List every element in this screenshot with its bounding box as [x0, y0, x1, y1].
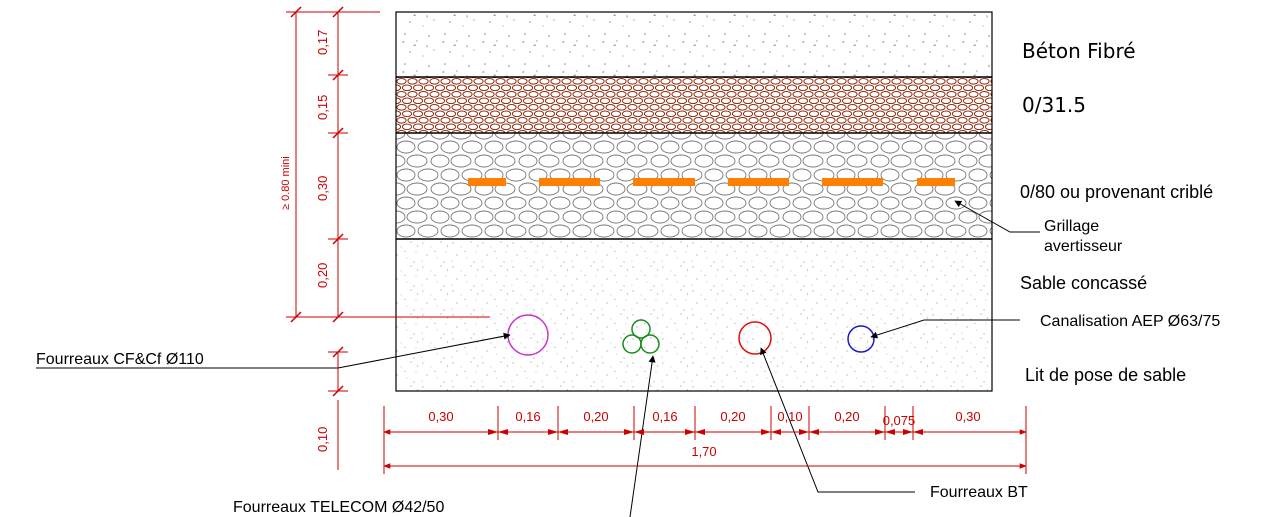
- layer-beton-fibre: [396, 12, 992, 77]
- leader-aep: [870, 319, 1020, 339]
- label-pipe-cf: Fourreaux CF&Cf Ø110: [36, 351, 204, 368]
- dim-seg-7: 0,20: [834, 409, 859, 424]
- dim-0-20: 0,20: [315, 263, 330, 288]
- dim-total-depth: ≥ 0.80 mini: [280, 156, 292, 210]
- layer-gravel-031: [396, 77, 992, 133]
- vertical-dimension-ticks: [290, 6, 344, 397]
- leader-telecom: [629, 355, 656, 517]
- leader-grillage: [954, 200, 1040, 233]
- horizontal-dimension-arrows: [488, 429, 923, 435]
- dim-seg-6: 0,10: [777, 409, 802, 424]
- label-lit-de-pose: Lit de pose de sable: [1025, 365, 1186, 385]
- label-pipe-aep: Canalisation AEP Ø63/75: [1040, 313, 1220, 330]
- dim-0-10: 0,10: [315, 427, 330, 452]
- pipe-aep: [847, 325, 875, 353]
- layer-sand: [396, 239, 992, 391]
- label-grillage-line2: avertisseur: [1044, 238, 1123, 255]
- leader-bt: [760, 347, 915, 493]
- label-gravel-080: 0/80 ou provenant criblé: [1020, 182, 1213, 202]
- dim-0-15: 0,15: [315, 95, 330, 120]
- dim-total-width: 1,70: [691, 444, 716, 459]
- vertical-dimension-lines: [286, 11, 490, 470]
- trench-outline: [395, 11, 993, 392]
- label-grillage-line1: Grillage: [1044, 218, 1099, 235]
- dim-0-17: 0,17: [315, 30, 330, 55]
- pipe-bt: [738, 321, 772, 355]
- dim-seg-8: 0,075: [883, 413, 916, 428]
- dim-seg-4: 0,16: [652, 409, 677, 424]
- label-sable-concasse: Sable concassé: [1020, 273, 1147, 293]
- dim-seg-5: 0,20: [720, 409, 745, 424]
- dim-seg-3: 0,20: [583, 409, 608, 424]
- label-gravel-031: 0/31.5: [1022, 93, 1086, 117]
- horizontal-dimension-lines: [383, 406, 1027, 474]
- dim-0-30: 0,30: [315, 176, 330, 201]
- dim-seg-9: 0,30: [955, 409, 980, 424]
- pipe-telecom: [622, 319, 660, 354]
- dim-seg-2: 0,16: [515, 409, 540, 424]
- label-beton-fibre: Béton Fibré: [1022, 39, 1136, 63]
- dim-seg-1: 0,30: [428, 409, 453, 424]
- label-pipe-telecom: Fourreaux TELECOM Ø42/50: [233, 499, 444, 516]
- label-pipe-bt: Fourreaux BT: [930, 484, 1028, 501]
- warning-mesh: [468, 178, 955, 186]
